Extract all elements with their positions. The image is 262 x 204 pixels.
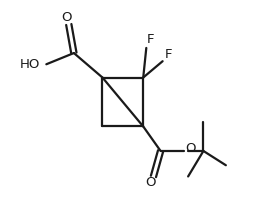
Text: O: O <box>185 142 195 155</box>
Text: F: F <box>147 33 154 46</box>
Text: O: O <box>145 176 156 189</box>
Text: O: O <box>62 11 72 24</box>
Text: HO: HO <box>20 58 40 71</box>
Text: F: F <box>165 48 172 61</box>
